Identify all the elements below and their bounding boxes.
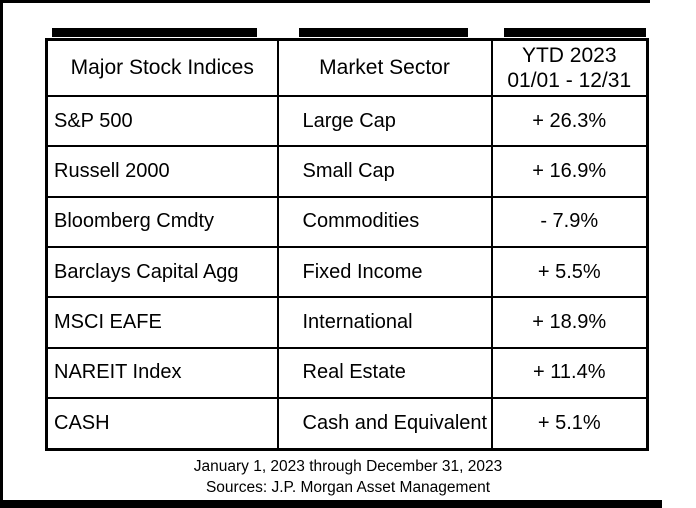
ytd-header-line1: YTD 2023 — [521, 44, 617, 67]
stock-indices-table: Major Stock Indices Market Sector YTD 20… — [45, 38, 649, 451]
frame-bottom-bar — [0, 500, 662, 508]
column-top-bar-indices — [52, 28, 257, 37]
footnotes: January 1, 2023 through December 31, 202… — [0, 456, 696, 498]
table-row: NAREIT Index Real Estate + 11.4% — [45, 346, 649, 400]
footnote-date-range: January 1, 2023 through December 31, 202… — [193, 458, 503, 475]
ytd-cell: + 16.9% — [490, 145, 649, 198]
sector-cell: Commodities — [276, 195, 493, 249]
footnote-sources: Sources: J.P. Morgan Asset Management — [205, 479, 491, 496]
table-row: Bloomberg Cmdty Commodities - 7.9% — [45, 195, 649, 249]
index-cell: MSCI EAFE — [45, 296, 279, 349]
sector-cell: Real Estate — [276, 346, 493, 400]
sector-cell: Small Cap — [276, 145, 493, 198]
index-cell: Barclays Capital Agg — [45, 246, 279, 299]
frame-top-line — [0, 0, 650, 3]
ytd-cell: + 11.4% — [490, 346, 649, 400]
column-top-bar-ytd — [504, 28, 646, 37]
sector-cell: International — [276, 296, 493, 349]
index-cell: Russell 2000 — [45, 145, 279, 198]
col-header-ytd: YTD 2023 01/01 - 12/31 — [490, 38, 649, 97]
sector-cell: Fixed Income — [276, 246, 493, 299]
ytd-cell: + 5.1% — [490, 397, 649, 451]
ytd-cell: + 26.3% — [490, 94, 649, 148]
sector-cell: Large Cap — [276, 94, 493, 148]
ytd-cell: + 5.5% — [490, 246, 649, 299]
col-header-indices: Major Stock Indices — [45, 38, 279, 97]
ytd-cell: - 7.9% — [490, 195, 649, 249]
frame-left-line — [0, 0, 3, 508]
col-header-sector: Market Sector — [276, 38, 493, 97]
index-cell: Bloomberg Cmdty — [45, 195, 279, 249]
header-row: Major Stock Indices Market Sector YTD 20… — [45, 38, 649, 97]
table-row: Barclays Capital Agg Fixed Income + 5.5% — [45, 246, 649, 299]
index-cell: NAREIT Index — [45, 346, 279, 400]
table-row: MSCI EAFE International + 18.9% — [45, 296, 649, 349]
sector-cell: Cash and Equivalent — [276, 397, 493, 451]
index-cell: S&P 500 — [45, 94, 279, 148]
ytd-header-line2: 01/01 - 12/31 — [507, 69, 632, 92]
table-row: Russell 2000 Small Cap + 16.9% — [45, 145, 649, 198]
table-row: S&P 500 Large Cap + 26.3% — [45, 94, 649, 148]
column-top-bar-sector — [299, 28, 468, 37]
index-cell: CASH — [45, 397, 279, 451]
ytd-cell: + 18.9% — [490, 296, 649, 349]
table-row: CASH Cash and Equivalent + 5.1% — [45, 397, 649, 451]
